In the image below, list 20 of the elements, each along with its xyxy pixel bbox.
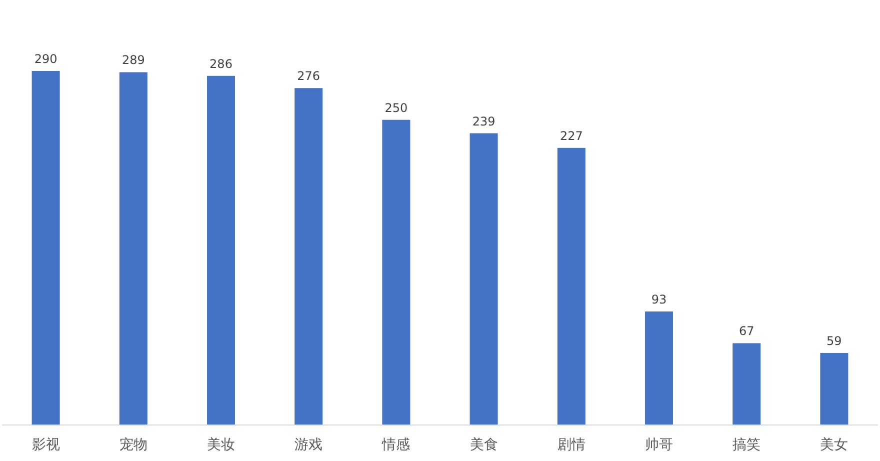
x-tick-label: 搞笑 (732, 437, 761, 453)
data-label: 59 (826, 334, 842, 348)
data-label: 290 (34, 52, 58, 66)
x-tick-label: 帅哥 (645, 437, 673, 453)
x-tick-label: 剧情 (557, 437, 586, 453)
data-label: 250 (384, 100, 408, 115)
data-label: 289 (122, 53, 145, 68)
data-label: 227 (560, 128, 583, 143)
x-tick-label: 美妆 (207, 437, 235, 453)
x-tick-label: 宠物 (119, 437, 148, 453)
x-tick-label: 美女 (820, 437, 848, 453)
data-label: 286 (210, 56, 232, 71)
data-label: 276 (297, 69, 320, 84)
data-label: 93 (651, 292, 667, 306)
data-label: 67 (738, 324, 754, 338)
x-tick-label: 情感 (381, 437, 410, 453)
x-tick-label: 游戏 (294, 437, 323, 453)
data-label: 239 (472, 114, 496, 128)
x-tick-label: 美食 (470, 437, 498, 453)
x-tick-label: 影视 (32, 437, 60, 453)
